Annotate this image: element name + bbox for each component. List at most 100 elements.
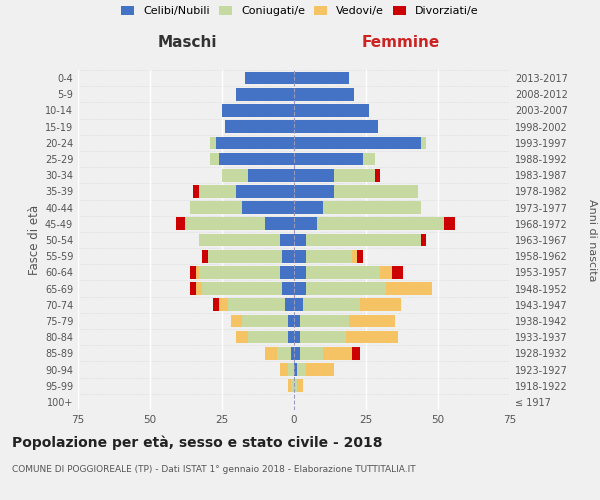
Bar <box>236 185 294 198</box>
Bar <box>305 282 386 295</box>
Text: Popolazione per età, sesso e stato civile - 2018: Popolazione per età, sesso e stato civil… <box>12 435 383 450</box>
Bar <box>208 250 283 262</box>
Bar <box>294 363 297 376</box>
Bar <box>242 202 294 214</box>
Bar <box>283 250 294 262</box>
Bar <box>283 282 294 295</box>
Bar <box>294 250 305 262</box>
Bar <box>230 314 242 328</box>
Bar <box>294 266 305 278</box>
Bar <box>265 218 294 230</box>
Bar <box>288 363 294 376</box>
Bar <box>374 169 380 181</box>
Bar <box>294 234 305 246</box>
Bar <box>185 218 265 230</box>
Bar <box>219 298 228 311</box>
Bar <box>421 234 427 246</box>
Text: Maschi: Maschi <box>158 35 217 50</box>
Bar <box>349 314 395 328</box>
Bar <box>380 266 392 278</box>
Bar <box>190 282 196 295</box>
Bar <box>248 169 294 181</box>
Text: Anni di nascita: Anni di nascita <box>587 198 597 281</box>
Bar <box>294 314 300 328</box>
Bar <box>242 314 288 328</box>
Bar <box>305 250 352 262</box>
Bar <box>214 298 219 311</box>
Bar <box>294 202 323 214</box>
Bar <box>305 266 380 278</box>
Bar <box>421 136 427 149</box>
Bar <box>294 218 317 230</box>
Bar <box>236 88 294 101</box>
Bar <box>190 266 196 278</box>
Bar <box>199 266 280 278</box>
Bar <box>352 250 358 262</box>
Bar <box>193 185 199 198</box>
Bar <box>297 363 305 376</box>
Bar <box>317 218 444 230</box>
Bar <box>277 347 291 360</box>
Bar <box>323 347 352 360</box>
Bar <box>294 169 334 181</box>
Bar <box>202 250 208 262</box>
Bar <box>288 331 294 344</box>
Bar <box>323 202 421 214</box>
Bar <box>222 104 294 117</box>
Bar <box>294 72 349 85</box>
Bar <box>199 185 236 198</box>
Bar <box>444 218 455 230</box>
Bar <box>291 347 294 360</box>
Bar <box>202 282 283 295</box>
Bar <box>297 380 302 392</box>
Bar <box>190 202 242 214</box>
Bar <box>360 298 401 311</box>
Bar <box>280 363 288 376</box>
Bar <box>286 298 294 311</box>
Bar <box>294 152 363 166</box>
Bar <box>280 266 294 278</box>
Bar <box>300 331 346 344</box>
Bar <box>334 185 418 198</box>
Bar <box>300 347 323 360</box>
Text: Femmine: Femmine <box>361 35 440 50</box>
Bar <box>222 169 248 181</box>
Bar <box>363 152 374 166</box>
Bar <box>291 380 294 392</box>
Bar <box>225 120 294 133</box>
Bar <box>196 282 202 295</box>
Bar <box>294 331 300 344</box>
Bar <box>294 298 302 311</box>
Bar <box>305 234 421 246</box>
Bar <box>176 218 185 230</box>
Bar <box>236 331 248 344</box>
Bar <box>358 250 363 262</box>
Bar <box>219 152 294 166</box>
Bar <box>288 314 294 328</box>
Text: COMUNE DI POGGIOREALE (TP) - Dati ISTAT 1° gennaio 2018 - Elaborazione TUTTITALI: COMUNE DI POGGIOREALE (TP) - Dati ISTAT … <box>12 465 416 474</box>
Bar <box>294 104 369 117</box>
Bar <box>300 314 349 328</box>
Bar <box>294 380 297 392</box>
Legend: Celibi/Nubili, Coniugati/e, Vedovi/e, Divorziati/e: Celibi/Nubili, Coniugati/e, Vedovi/e, Di… <box>121 6 479 16</box>
Bar <box>294 120 377 133</box>
Bar <box>248 331 288 344</box>
Bar <box>305 363 334 376</box>
Bar <box>294 185 334 198</box>
Y-axis label: Fasce di età: Fasce di età <box>28 205 41 275</box>
Bar <box>294 347 300 360</box>
Bar <box>302 298 360 311</box>
Bar <box>334 169 374 181</box>
Bar <box>294 136 421 149</box>
Bar <box>386 282 432 295</box>
Bar <box>216 136 294 149</box>
Bar <box>211 152 219 166</box>
Bar <box>199 234 280 246</box>
Bar <box>352 347 360 360</box>
Bar <box>294 282 305 295</box>
Bar <box>196 266 199 278</box>
Bar <box>245 72 294 85</box>
Bar <box>392 266 403 278</box>
Bar <box>288 380 291 392</box>
Bar <box>228 298 286 311</box>
